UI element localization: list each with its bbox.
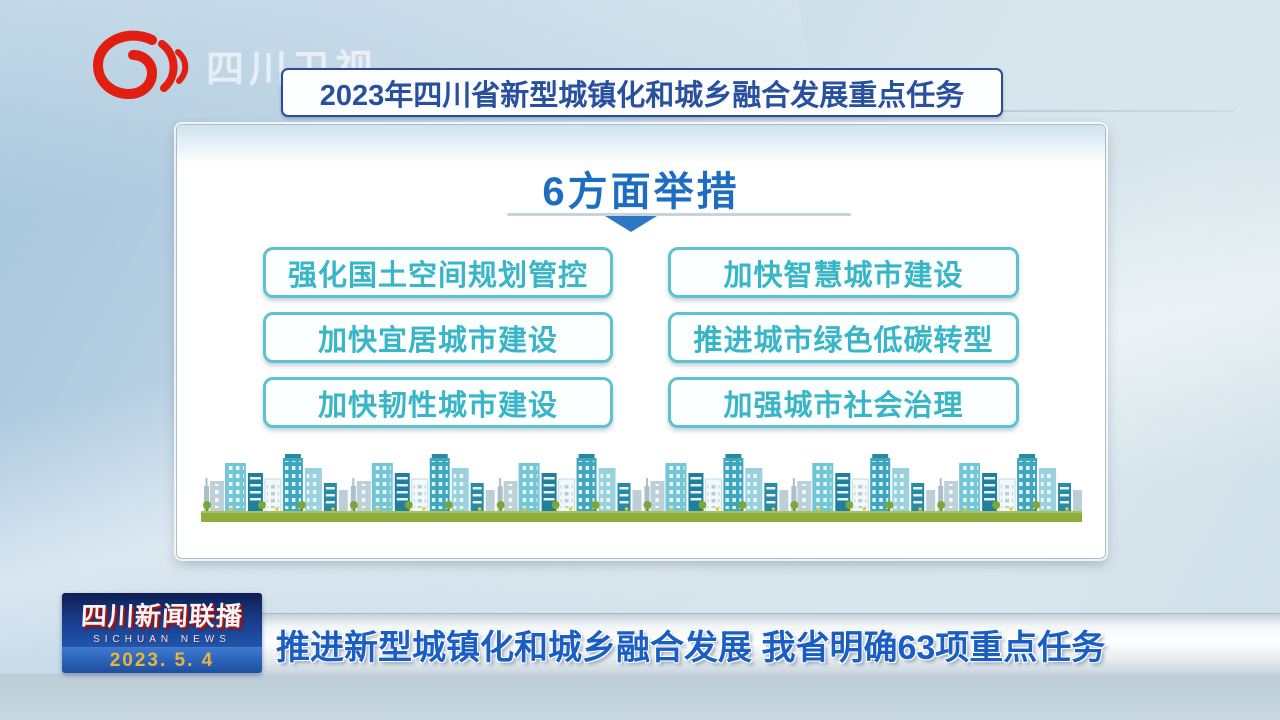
measure-box: 强化国土空间规划管控 <box>263 247 613 298</box>
bottom-background-strip <box>0 674 1280 720</box>
measure-box: 加快智慧城市建设 <box>668 247 1019 298</box>
date-badge: 2023. 5. 4 <box>62 647 262 673</box>
title-banner-text: 2023年四川省新型城镇化和城乡融合发展重点任务 <box>319 79 965 112</box>
program-badge-top: 四川新闻联播 SICHUAN NEWS <box>62 593 262 647</box>
program-name-en: SICHUAN NEWS <box>93 633 231 645</box>
measure-box: 加快宜居城市建设 <box>263 312 613 363</box>
measures-grid: 强化国土空间规划管控 加快智慧城市建设 加快宜居城市建设 推进城市绿色低碳转型 … <box>263 247 1019 428</box>
program-name: 四川新闻联播 <box>80 600 244 631</box>
city-skyline-illustration <box>201 453 1082 522</box>
heading-underline <box>507 213 851 216</box>
measure-box: 加强城市社会治理 <box>668 377 1019 428</box>
infographic-card: 6方面举措 强化国土空间规划管控 加快智慧城市建设 加快宜居城市建设 推进城市绿… <box>176 124 1106 559</box>
headline-bar: 推进新型城镇化和城乡融合发展 我省明确63项重点任务 <box>262 613 1280 675</box>
headline-text: 推进新型城镇化和城乡融合发展 我省明确63项重点任务 <box>276 629 1106 667</box>
title-banner: 2023年四川省新型城镇化和城乡融合发展重点任务 <box>281 68 1003 117</box>
card-heading: 6方面举措 <box>542 170 740 214</box>
measure-box: 推进城市绿色低碳转型 <box>668 312 1019 363</box>
down-arrow-icon <box>605 216 657 232</box>
program-badge: 四川新闻联播 SICHUAN NEWS 2023. 5. 4 <box>62 593 262 673</box>
sichuan-tv-swirl-icon <box>92 30 189 100</box>
measure-box: 加快韧性城市建设 <box>263 377 613 428</box>
